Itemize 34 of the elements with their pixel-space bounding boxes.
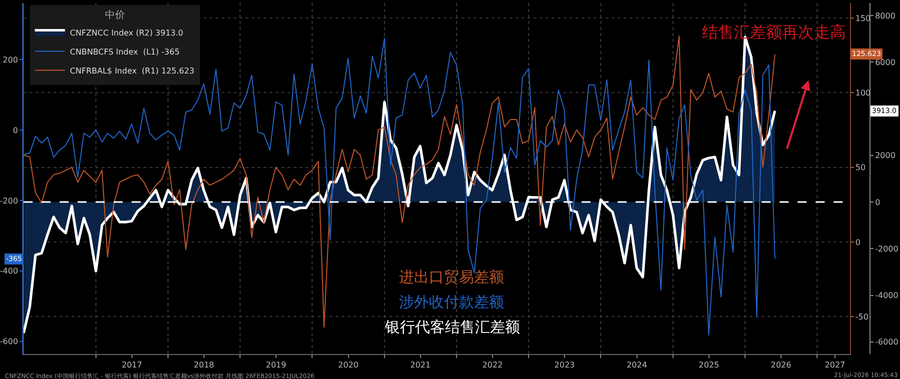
x-tick-label: 2024 [626,360,648,370]
legend-title: 中价 [104,8,125,21]
y2-tick-label: 0 [855,238,860,247]
x-tick-label: 2023 [554,360,575,370]
y3-tick-label: -2000 [875,244,898,254]
x-tick-label: 2020 [338,360,358,370]
y3-tick-label: 2000 [875,151,896,160]
y3-tick-label: -4000 [875,291,898,300]
y-tick-label: -400 [0,266,18,276]
y3-tick-label: 8000 [875,11,896,20]
legend-label: CNFRBAL$ Index (R1) 125.623 [70,66,194,76]
y2-tick-label: -50 [855,312,868,322]
x-tick-label: 2021 [410,360,431,370]
y2-tick-label: 50 [855,163,866,172]
annotation: 涉外收付款差额 [399,293,504,311]
x-tick-label: 2027 [824,360,846,370]
annotation: 进出口贸易差额 [399,268,504,286]
x-tick-label: 2025 [698,360,720,370]
y-tick-label: 200 [2,55,18,64]
y3-tick-label: 6000 [875,58,896,67]
x-tick-label: 2017 [122,360,142,370]
y-tick-label: -200 [0,196,18,206]
y3-tick-label: -6000 [875,338,898,347]
x-tick-label: 2022 [482,360,503,370]
x-tick-label: 2018 [194,360,214,370]
y3-tick-label: 0 [875,198,880,207]
annotation: 银行代客结售汇差额 [384,318,520,336]
y-tick-label: -600 [0,337,18,346]
legend-label: CNBNBCFS Index (L1) -365 [70,47,180,56]
x-tick-label: 2026 [770,360,792,370]
x-tick-label: 2019 [266,360,286,370]
y-tick-label: 0 [12,126,18,135]
text: 结售汇差额再次走高 [702,22,846,42]
legend-label: CNFZNCC Index (R2) 3913.0 [70,28,184,38]
